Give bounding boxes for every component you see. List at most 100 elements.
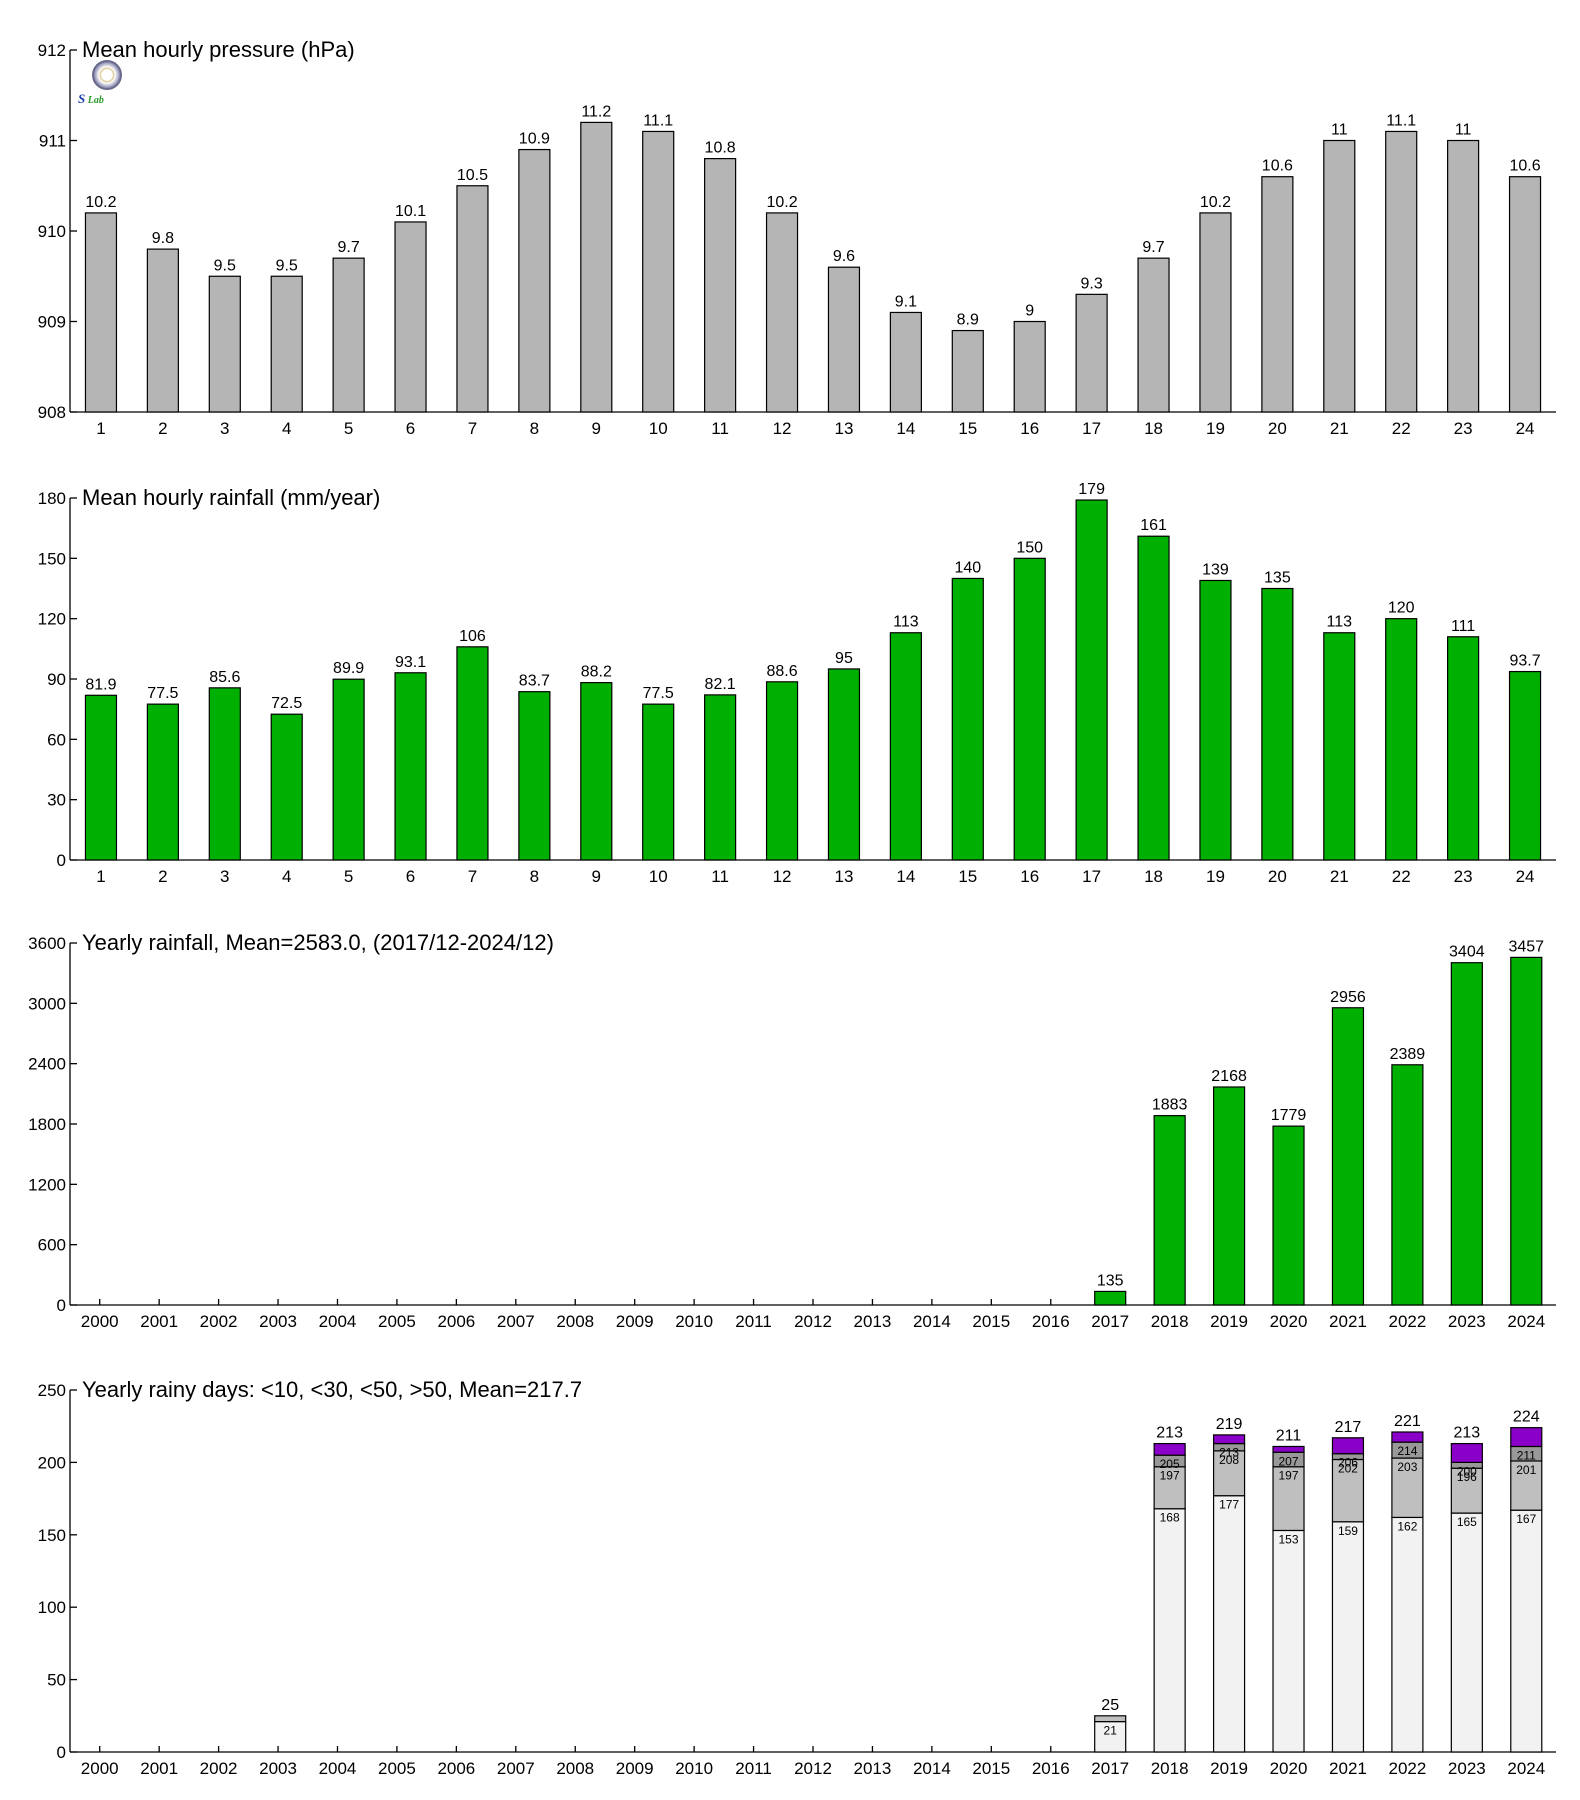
bar [642, 703, 675, 861]
y-tick-label: 909 [38, 313, 66, 332]
stack-segment-label: 200 [1457, 1464, 1477, 1478]
stack-segment [1272, 1529, 1305, 1753]
stack-segment-label: 196 [1457, 1470, 1477, 1484]
bar-value-label: 1883 [1152, 1097, 1188, 1114]
x-tick-label: 15 [958, 867, 977, 886]
y-tick-label: 180 [38, 489, 66, 508]
stack-segment-label: 167 [1516, 1512, 1536, 1526]
bar [456, 646, 489, 861]
stack-segment [1331, 1521, 1365, 1753]
bar [951, 577, 984, 861]
x-tick-label: 10 [649, 867, 668, 886]
y-tick-label: 2400 [28, 1055, 66, 1074]
chart-title: Mean hourly pressure (hPa) [82, 37, 355, 62]
x-tick-label: 22 [1392, 419, 1411, 438]
x-tick-label: 2020 [1270, 1312, 1308, 1331]
bar [1137, 257, 1170, 413]
x-tick-label: 2012 [794, 1312, 832, 1331]
bar-value-label: 83.7 [519, 673, 550, 690]
bar-value-label: 11.2 [581, 103, 611, 120]
x-tick-label: 3 [220, 419, 229, 438]
bar-value-label: 93.1 [395, 654, 426, 671]
bar [1385, 618, 1418, 861]
bar [1385, 130, 1418, 413]
bar [518, 691, 551, 861]
bar-value-label: 10.6 [1262, 158, 1293, 175]
stack-segment-label: 205 [1160, 1457, 1180, 1471]
x-tick-label: 2012 [794, 1759, 832, 1778]
bar-value-label: 9.5 [276, 257, 298, 274]
bar-value-label: 9.5 [214, 257, 236, 274]
x-tick-label: 2014 [913, 1312, 951, 1331]
x-tick-label: 2009 [616, 1312, 654, 1331]
bar [146, 703, 179, 861]
x-tick-label: 19 [1206, 419, 1225, 438]
x-tick-label: 2022 [1388, 1759, 1426, 1778]
stack-segment [1272, 1445, 1305, 1453]
bar-value-label: 95 [835, 650, 853, 667]
bar [1391, 1064, 1424, 1306]
y-tick-label: 910 [38, 222, 66, 241]
bar-value-label: 1779 [1271, 1107, 1307, 1124]
bar-value-label: 150 [1016, 539, 1043, 556]
x-tick-label: 16 [1020, 419, 1039, 438]
stack-segment [1153, 1508, 1186, 1753]
bar [1323, 139, 1356, 413]
y-tick-label: 0 [57, 1743, 66, 1762]
x-tick-label: 2013 [854, 1312, 892, 1331]
x-tick-label: 2018 [1151, 1759, 1189, 1778]
x-tick-label: 2005 [378, 1759, 416, 1778]
bar [1272, 1125, 1305, 1306]
bar-value-label: 161 [1140, 517, 1167, 534]
y-tick-label: 908 [38, 403, 66, 422]
x-tick-label: 20 [1268, 867, 1287, 886]
bar [1212, 1086, 1246, 1306]
y-tick-label: 0 [57, 1296, 66, 1315]
x-tick-label: 6 [406, 867, 415, 886]
bar [208, 275, 241, 413]
x-tick-label: 9 [592, 867, 601, 886]
x-tick-label: 21 [1330, 867, 1349, 886]
bar [456, 185, 489, 413]
x-tick-label: 2001 [140, 1759, 178, 1778]
bar-value-label: 10.2 [85, 194, 116, 211]
bar [1137, 535, 1170, 861]
x-tick-label: 10 [649, 419, 668, 438]
bar [84, 212, 118, 413]
x-tick-label: 2 [158, 419, 167, 438]
bar-value-label: 9.1 [895, 293, 917, 310]
bar [1075, 293, 1108, 413]
x-tick-label: 2000 [81, 1312, 119, 1331]
x-tick-label: 11 [711, 419, 729, 438]
x-tick-label: 2003 [259, 1312, 297, 1331]
bar-value-label: 10.2 [766, 194, 797, 211]
bar [270, 713, 303, 861]
bar-value-label: 2168 [1211, 1068, 1247, 1085]
bar [270, 275, 303, 413]
bar-value-label: 179 [1078, 481, 1105, 498]
x-tick-label: 13 [834, 419, 853, 438]
stack-segment [1391, 1431, 1424, 1443]
bar-value-label: 135 [1264, 570, 1291, 587]
bar-value-label: 106 [459, 628, 486, 645]
chart-title: Mean hourly rainfall (mm/year) [82, 485, 380, 510]
x-tick-label: 2004 [319, 1312, 357, 1331]
bar [580, 121, 613, 413]
stack-segment-label: 21 [1104, 1724, 1118, 1738]
x-tick-label: 14 [896, 867, 915, 886]
x-tick-label: 2015 [972, 1312, 1010, 1331]
bar [208, 687, 241, 861]
y-tick-label: 600 [38, 1236, 66, 1255]
bar-value-label: 93.7 [1509, 653, 1540, 670]
x-tick-label: 4 [282, 867, 291, 886]
bar [332, 257, 365, 413]
y-tick-label: 90 [47, 670, 66, 689]
stack-segment [1510, 1427, 1543, 1448]
bar [1261, 176, 1294, 413]
x-tick-label: 12 [773, 867, 792, 886]
x-tick-label: 11 [711, 867, 729, 886]
x-tick-label: 2 [158, 867, 167, 886]
y-tick-label: 1800 [28, 1115, 66, 1134]
x-tick-label: 12 [773, 419, 792, 438]
bar [332, 678, 365, 861]
